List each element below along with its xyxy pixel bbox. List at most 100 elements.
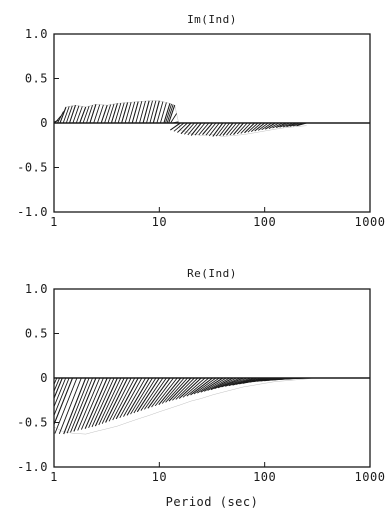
- hatch-stroke: [151, 377, 174, 408]
- x-tick-label: 100: [253, 215, 276, 229]
- hatch-stroke: [208, 122, 220, 137]
- y-tick-label: 1.0: [25, 27, 48, 41]
- hatch-stroke: [156, 101, 164, 124]
- hatch-stroke: [57, 111, 64, 124]
- hatch-stroke: [187, 122, 199, 136]
- hatch-stroke: [154, 377, 178, 407]
- y-tick-label: -0.5: [17, 161, 48, 175]
- hatch-stroke: [217, 377, 241, 389]
- imaginary-induction-chart: Im(Ind) 1.0 0.5 0 -0.5 -1.0 1 10 100 1000: [17, 13, 385, 229]
- y-tick-label: -1.0: [17, 460, 48, 474]
- hatch-stroke: [251, 122, 262, 132]
- hatch-stroke: [96, 104, 104, 124]
- hatch-stroke: [205, 122, 217, 136]
- x-tick-label: 1000: [355, 215, 386, 229]
- hatch-stroke: [130, 377, 153, 415]
- hatch-stroke: [112, 377, 136, 421]
- y-tick-label: 1.0: [25, 282, 48, 296]
- data-point: [233, 122, 244, 135]
- hatch-stroke: [186, 377, 210, 397]
- data-point: [121, 102, 129, 124]
- hatch-stroke: [140, 377, 164, 411]
- hatch-stroke: [54, 377, 67, 408]
- hatch-stroke: [72, 105, 80, 124]
- x-tick-label: 10: [152, 470, 167, 484]
- y-ticks: 1.0 0.5 0 -0.5 -1.0: [17, 27, 59, 219]
- hatch-stroke: [161, 377, 185, 404]
- hatch-stroke: [173, 122, 185, 132]
- data-point: [202, 122, 213, 135]
- data-point: [244, 122, 255, 134]
- data-point: [147, 377, 171, 409]
- data-point: [94, 377, 118, 427]
- hatch-stroke: [214, 377, 237, 390]
- hatch-stroke: [77, 377, 101, 431]
- hatch-stroke: [197, 377, 220, 394]
- data-point: [158, 377, 182, 406]
- real-induction-chart: Re(Ind) 1.0 0.5 0 -0.5 -1.0 1 10 100 1000 Perio…: [17, 267, 385, 509]
- x-tick-label: 1000: [355, 470, 386, 484]
- data-point: [168, 377, 192, 402]
- hatch-stroke: [108, 377, 132, 422]
- data-point: [110, 103, 118, 124]
- series-envelope: [58, 100, 307, 137]
- data-point: [68, 105, 77, 124]
- hatch-stroke: [80, 377, 104, 430]
- x-ticks: 1 10 100 1000: [50, 462, 385, 484]
- x-tick-label: 1: [50, 215, 58, 229]
- hatch-stroke: [159, 102, 167, 124]
- hatch-stroke: [219, 122, 230, 137]
- hatch-stroke: [88, 377, 112, 428]
- chart-title: Im(Ind): [187, 13, 237, 26]
- hatch-stroke: [182, 377, 206, 398]
- hatch-stroke: [144, 377, 167, 410]
- hatch-stroke: [54, 115, 62, 124]
- hatch-stroke: [93, 104, 101, 124]
- hatch-stroke: [117, 102, 125, 124]
- hatch-stroke: [124, 102, 132, 124]
- hatch-stroke: [207, 377, 230, 391]
- hatch-stroke: [104, 104, 112, 124]
- hatch-stroke: [165, 377, 188, 403]
- data-point: [115, 377, 139, 420]
- hatch-stroke: [172, 377, 195, 401]
- hatch-stroke: [66, 377, 90, 434]
- data-point: [221, 377, 244, 388]
- data-point: [105, 377, 129, 423]
- y-tick-label: -1.0: [17, 205, 48, 219]
- data-point: [54, 119, 59, 123]
- hatch-stroke: [165, 103, 172, 124]
- y-tick-label: 0.5: [25, 327, 48, 341]
- hatch-stroke: [198, 122, 210, 136]
- hatch-stroke: [119, 377, 143, 419]
- x-ticks: 1 10 100 1000: [50, 207, 385, 229]
- chart-title: Re(Ind): [187, 267, 237, 280]
- data-point: [89, 104, 97, 124]
- data-point: [264, 122, 276, 130]
- hatch-stroke: [135, 101, 143, 124]
- data-series: [53, 377, 315, 435]
- hatch-stroke: [65, 105, 73, 124]
- hatch-stroke: [257, 122, 269, 131]
- hatch-stroke: [261, 122, 272, 131]
- x-tick-label: 100: [253, 470, 276, 484]
- data-point: [180, 122, 192, 135]
- hatch-stroke: [184, 122, 195, 135]
- data-point: [178, 377, 202, 399]
- hatch-stroke: [86, 105, 93, 124]
- hatch-stroke: [58, 377, 82, 434]
- data-point: [131, 101, 139, 124]
- data-point: [232, 377, 255, 386]
- hatch-stroke: [54, 377, 78, 434]
- hatch-stroke: [133, 377, 157, 414]
- data-point: [254, 122, 266, 132]
- hatch-stroke: [54, 377, 61, 393]
- hatch-stroke: [75, 106, 83, 124]
- hatch-stroke: [70, 377, 93, 433]
- data-point: [152, 100, 160, 124]
- hatch-stroke: [203, 377, 227, 392]
- y-tick-label: 0: [40, 116, 48, 130]
- data-point: [63, 377, 87, 435]
- hatch-stroke: [101, 377, 125, 424]
- series-envelope: [53, 377, 315, 435]
